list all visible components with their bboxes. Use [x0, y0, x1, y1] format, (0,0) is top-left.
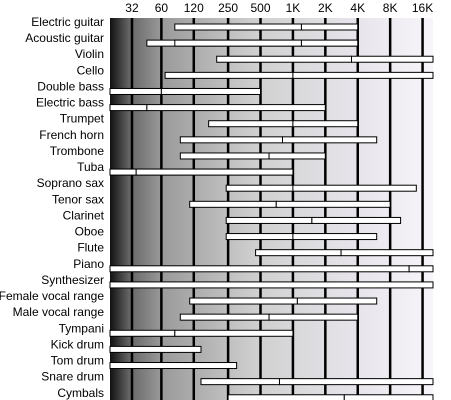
harmonics-range-bar: [174, 329, 294, 337]
instrument-label: Trumpet: [60, 112, 105, 126]
harmonics-range-bar: [292, 120, 359, 128]
fundamental-range-bar: [109, 168, 137, 176]
instrument-label: Soprano sax: [37, 176, 104, 190]
range-bars: [109, 23, 434, 400]
x-tick-label: 32: [125, 1, 139, 15]
fundamental-range-bar: [109, 345, 202, 353]
instrument-label: French horn: [39, 128, 104, 142]
harmonics-range-bar: [351, 55, 434, 63]
fundamental-range-bar: [189, 297, 298, 305]
fundamental-range-bar: [109, 104, 148, 112]
instrument-label: Snare drum: [41, 370, 104, 384]
instrument-label: Oboe: [75, 225, 105, 239]
x-tick-label: 60: [155, 1, 169, 15]
instrument-label: Cymbals: [57, 386, 104, 400]
fundamental-range-bar: [164, 71, 294, 79]
harmonics-range-bar: [292, 71, 434, 79]
fundamental-range-bar: [109, 281, 434, 289]
fundamental-range-bar: [227, 394, 345, 400]
harmonics-range-bar: [311, 216, 402, 224]
instrument-label: Violin: [75, 47, 104, 61]
harmonics-range-bar: [408, 265, 434, 273]
instrument-label: Synthesizer: [41, 273, 104, 287]
fundamental-range-bar: [179, 313, 270, 321]
instrument-label: Clarinet: [63, 208, 105, 222]
fundamental-range-bar: [200, 378, 280, 386]
harmonics-range-bar: [146, 104, 326, 112]
harmonics-range-bar: [268, 152, 326, 160]
harmonics-range-bar: [340, 249, 434, 257]
fundamental-range-bar: [109, 87, 162, 95]
instrument-label: Tenor sax: [52, 192, 104, 206]
instrument-label: Flute: [77, 241, 104, 255]
harmonics-range-bar: [292, 233, 378, 241]
x-tick-label: 2K: [318, 1, 333, 15]
instrument-label: Male vocal range: [13, 305, 105, 319]
instrument-label: Electric guitar: [31, 15, 104, 29]
instrument-label: Female vocal range: [0, 289, 104, 303]
instrument-labels: Electric guitar Acoustic guitar Violin Cell…: [0, 15, 105, 400]
instrument-label: Double bass: [37, 79, 104, 93]
instrument-label: Piano: [73, 257, 104, 271]
harmonics-range-bar: [275, 200, 391, 208]
instrument-label: Kick drum: [51, 337, 104, 351]
fundamental-range-bar: [174, 39, 302, 47]
x-tick-labels: 32 60 120 250 500 1K 2K 4K 8K 16K: [125, 1, 433, 15]
x-tick-label: 4K: [350, 1, 365, 15]
fundamental-range-bar: [109, 362, 238, 370]
instrument-label: Acoustic guitar: [25, 31, 104, 45]
harmonics-range-bar: [300, 23, 359, 31]
instrument-label: Tuba: [77, 160, 104, 174]
instrument-label: Trombone: [50, 144, 105, 158]
harmonics-range-bar: [296, 297, 378, 305]
fundamental-range-bar: [109, 329, 176, 337]
gridlines: [130, 18, 424, 400]
x-tick-label: 16K: [412, 1, 433, 15]
harmonics-range-bar: [160, 87, 262, 95]
x-tick-label: 8K: [383, 1, 398, 15]
fundamental-range-bar: [225, 184, 294, 192]
x-tick-label: 250: [218, 1, 238, 15]
fundamental-range-bar: [255, 249, 342, 257]
x-tick-label: 120: [184, 1, 204, 15]
fundamental-range-bar: [179, 152, 270, 160]
x-tick-label: 1K: [286, 1, 301, 15]
harmonics-range-bar: [300, 39, 359, 47]
harmonics-range-bar: [292, 184, 417, 192]
harmonics-range-bar: [281, 136, 378, 144]
fundamental-range-bar: [179, 136, 283, 144]
fundamental-range-bar: [174, 23, 302, 31]
harmonics-range-bar: [135, 168, 294, 176]
fundamental-range-bar: [225, 233, 294, 241]
fundamental-range-bar: [208, 120, 294, 128]
fundamental-range-bar: [109, 265, 410, 273]
fundamental-range-bar: [189, 200, 277, 208]
fundamental-range-bar: [216, 55, 353, 63]
instrument-label: Tom drum: [51, 354, 104, 368]
instrument-label: Electric bass: [36, 96, 104, 110]
instrument-label: Tympani: [59, 321, 104, 335]
x-tick-label: 500: [250, 1, 270, 15]
harmonics-range-bar: [343, 394, 434, 400]
fundamental-range-bar: [225, 216, 313, 224]
instrument-label: Cello: [77, 63, 105, 77]
harmonics-range-bar: [268, 313, 359, 321]
harmonics-range-bar: [278, 378, 434, 386]
